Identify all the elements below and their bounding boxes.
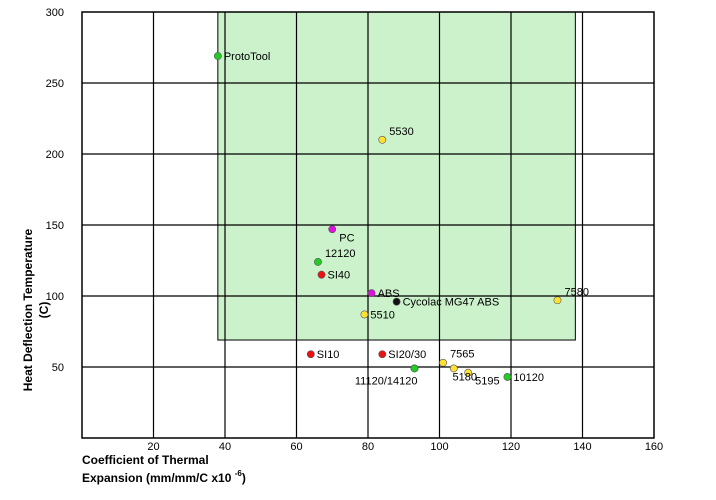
data-point-label: 5530 <box>389 126 413 138</box>
data-point <box>378 350 387 359</box>
y-tick-label: 200 <box>46 149 64 161</box>
data-point <box>367 289 376 298</box>
x-tick-label: 120 <box>502 441 520 453</box>
x-tick-label: 100 <box>430 441 448 453</box>
data-point-label: 7565 <box>450 349 474 361</box>
data-point <box>503 373 512 381</box>
data-point <box>317 270 326 279</box>
y-tick-label: 300 <box>46 7 64 19</box>
x-tick-label: 140 <box>573 441 591 453</box>
data-point <box>314 258 322 266</box>
data-point <box>360 310 369 319</box>
x-axis-label-units: Expansion (mm/mm/C x10 -6) <box>82 469 246 485</box>
y-tick-label: 150 <box>46 220 64 232</box>
highlight-region <box>217 11 576 341</box>
x-axis-label: Coefficient of Thermal <box>82 453 209 467</box>
data-point-label: 5180 <box>452 371 476 383</box>
data-point-label: SI20/30 <box>388 349 426 361</box>
y-axis-label: Heat Deflection Temperature <box>21 228 35 391</box>
data-point-label: 12120 <box>325 248 356 260</box>
data-point-label: SI10 <box>317 349 340 361</box>
x-tick-label: 160 <box>645 441 663 453</box>
y-tick-label: 50 <box>52 362 64 374</box>
data-point-label: 11120/14120 <box>355 375 418 387</box>
data-point-label: 5195 <box>475 376 499 388</box>
data-point <box>328 225 337 234</box>
y-axis-label-units: (C) <box>37 302 51 319</box>
data-point-label: SI40 <box>328 270 351 282</box>
data-point-label: 5510 <box>370 309 394 321</box>
x-tick-label: 80 <box>362 441 374 453</box>
x-axis-label-superscript: -6 <box>235 469 243 478</box>
data-point <box>449 364 458 373</box>
data-point <box>553 296 562 305</box>
data-point-label: ProtoTool <box>224 51 270 63</box>
x-axis-label-close: ) <box>242 471 246 485</box>
data-point <box>464 368 472 377</box>
data-point <box>439 358 447 367</box>
data-point-label: 7580 <box>564 286 588 298</box>
data-point <box>410 364 419 373</box>
plot-area-frame <box>81 11 655 439</box>
data-point-label: Cycolac MG47 ABS <box>403 297 500 309</box>
y-tick-label: 100 <box>46 291 64 303</box>
x-tick-label: 20 <box>147 441 159 453</box>
data-point-label: 10120 <box>513 372 544 384</box>
x-axis-label-units-text: Expansion (mm/mm/C x10 <box>82 471 235 485</box>
data-point-label: PC <box>339 232 354 244</box>
data-point <box>378 135 387 144</box>
data-point <box>392 297 401 306</box>
x-tick-label: 40 <box>219 441 231 453</box>
y-tick-label: 250 <box>46 78 64 90</box>
data-point <box>213 52 222 60</box>
data-point-label: ABS <box>378 288 400 300</box>
data-point <box>306 350 315 359</box>
x-tick-label: 60 <box>290 441 302 453</box>
